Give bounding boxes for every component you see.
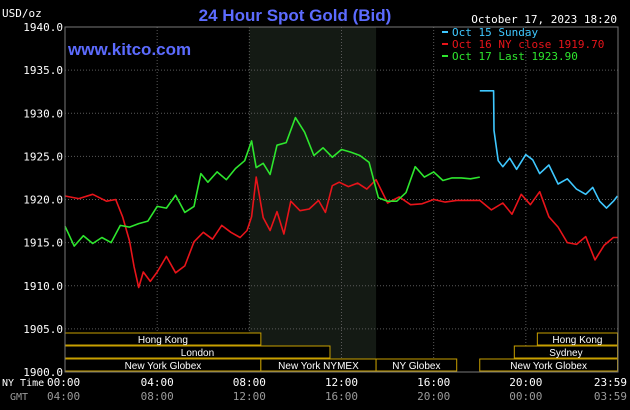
y-tick-label: 1935.0 (23, 64, 63, 77)
legend-item: Oct 15 Sunday (442, 26, 538, 39)
y-tick-label: 1910.0 (23, 280, 63, 293)
legend-label: Oct 16 NY close 1919.70 (452, 38, 604, 51)
x-tick-label-ny: 16:00 (417, 376, 450, 389)
session-bar: NY Globex (375, 358, 458, 372)
series-line (479, 90, 619, 209)
session-label: Hong Kong (552, 335, 602, 346)
legend-item: Oct 17 Last 1923.90 (442, 50, 578, 63)
session-label: London (181, 348, 214, 359)
session-label: Sydney (549, 348, 582, 359)
ny-time-label: NY Time (2, 378, 44, 389)
session-bar: Sydney (513, 345, 619, 359)
session-label: New York NYMEX (278, 361, 359, 372)
series-line (64, 116, 480, 247)
gridlines (65, 27, 618, 372)
x-tick-label-ny: 08:00 (233, 376, 266, 389)
y-tick-label: 1900.0 (23, 366, 63, 379)
legend-label: Oct 15 Sunday (452, 26, 538, 39)
session-label: New York Globex (125, 361, 202, 372)
highlight-region (249, 27, 377, 372)
y-tick-labels: 1940.0 1935.0 1930.0 1925.0 1920.0 1915.0 1910… (23, 21, 63, 379)
plot-area: 1940.0 1935.0 1930.0 1925.0 1920.0 1915.0 1910… (23, 21, 619, 379)
session-label: NY Globex (392, 361, 440, 372)
x-tick-label-gmt: 00:00 (509, 390, 542, 403)
legend-item: Oct 16 NY close 1919.70 (442, 38, 604, 51)
session-label: Hong Kong (138, 335, 188, 346)
legend-label: Oct 17 Last 1923.90 (452, 50, 578, 63)
y-tick-label: 1920.0 (23, 194, 63, 207)
session-label: New York Globex (510, 361, 587, 372)
chart-title: 24 Hour Spot Gold (Bid) (199, 6, 392, 25)
site-watermark: www.kitco.com (67, 40, 191, 59)
x-tick-label-ny: 23:59 (594, 376, 627, 389)
x-tick-label-gmt: 12:00 (233, 390, 266, 403)
y-tick-label: 1930.0 (23, 107, 63, 120)
session-bar: London (64, 345, 331, 359)
y-axis-unit-label: USD/oz (2, 7, 42, 20)
timestamp: October 17, 2023 18:20 (471, 13, 617, 26)
session-bar: Hong Kong (536, 332, 619, 346)
session-bar: Hong Kong (64, 332, 262, 346)
session-bar: New York NYMEX (260, 358, 377, 372)
price-lines (64, 90, 619, 289)
x-tick-label-gmt: 04:00 (47, 390, 80, 403)
x-tick-label-gmt: 20:00 (417, 390, 450, 403)
session-bar: New York Globex (479, 358, 619, 372)
gmt-label: GMT (10, 392, 28, 403)
x-tick-label-ny: 04:00 (141, 376, 174, 389)
session-box (375, 358, 458, 372)
series-line (64, 176, 618, 289)
market-sessions: Hong Kong London New York Globex New York N… (64, 332, 619, 372)
y-tick-label: 1940.0 (23, 21, 63, 34)
x-tick-label-ny: 00:00 (47, 376, 80, 389)
x-tick-label-ny: 12:00 (325, 376, 358, 389)
session-bar: New York Globex (64, 358, 262, 372)
x-tick-label-gmt: 08:00 (141, 390, 174, 403)
x-tick-label-gmt: 16:00 (325, 390, 358, 403)
x-tick-label-gmt: 03:59 (594, 390, 627, 403)
y-tick-label: 1915.0 (23, 237, 63, 250)
plot-border (64, 26, 619, 373)
y-tick-label: 1905.0 (23, 323, 63, 336)
x-axis: NY Time GMT 00:00 04:00 08:00 12:00 16:00 20:… (2, 376, 627, 403)
y-tick-label: 1925.0 (23, 150, 63, 163)
x-tick-label-ny: 20:00 (509, 376, 542, 389)
